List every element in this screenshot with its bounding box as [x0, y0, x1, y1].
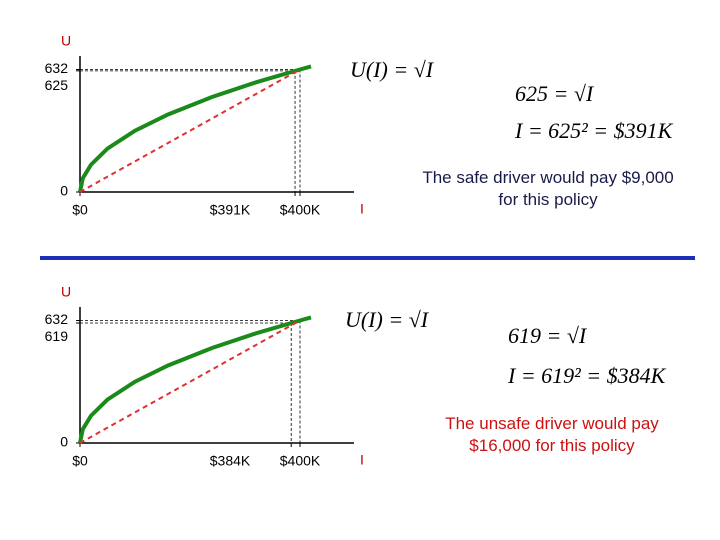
x-tick-label: $400K	[280, 453, 321, 469]
y-tick-label: 625	[45, 77, 69, 93]
y-tick-label: 632	[45, 311, 69, 327]
equation: 625 = √I	[515, 81, 595, 106]
note: The unsafe driver would pay $16,000 for …	[445, 414, 659, 455]
x-axis-label: I	[360, 452, 364, 468]
equation: U(I) = √I	[350, 57, 435, 82]
y-tick-label: 0	[60, 183, 68, 199]
y-tick-label: 0	[60, 434, 68, 450]
dashed-line	[79, 319, 301, 444]
equation: I = 625² = $391K	[514, 118, 674, 143]
y-tick-label: 632	[45, 60, 69, 76]
x-tick-label: $0	[72, 453, 88, 469]
x-tick-label: $384K	[210, 453, 251, 469]
note: The safe driver would pay $9,000 for thi…	[422, 168, 674, 209]
equation: U(I) = √I	[345, 307, 430, 332]
x-tick-label: $391K	[210, 202, 251, 218]
x-axis-label: I	[360, 201, 364, 217]
equation: I = 619² = $384K	[507, 363, 667, 388]
dashed-line	[79, 68, 301, 193]
x-tick-label: $0	[72, 202, 88, 218]
y-axis-label: U	[61, 284, 71, 300]
x-tick-label: $400K	[280, 202, 321, 218]
equation: 619 = √I	[508, 323, 588, 348]
y-axis-label: U	[61, 33, 71, 49]
curve	[78, 315, 312, 444]
curve	[78, 64, 312, 193]
y-tick-label: 619	[45, 328, 69, 344]
